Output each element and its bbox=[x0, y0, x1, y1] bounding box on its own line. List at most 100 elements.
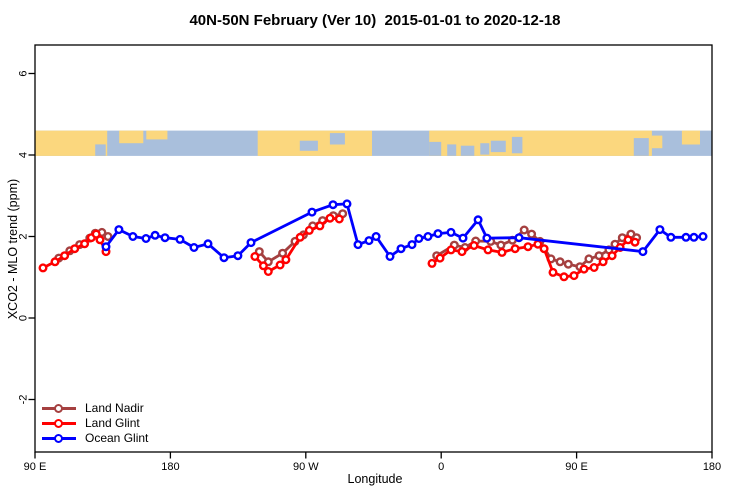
series-ocean-glint bbox=[101, 199, 708, 263]
data-point bbox=[483, 245, 493, 255]
data-point bbox=[189, 242, 199, 252]
data-point bbox=[70, 244, 80, 254]
data-point bbox=[80, 239, 90, 249]
data-point bbox=[364, 236, 374, 246]
data-point bbox=[281, 255, 291, 265]
data-point bbox=[95, 235, 105, 245]
data-point bbox=[334, 214, 344, 224]
data-point bbox=[423, 231, 433, 241]
data-point bbox=[114, 225, 124, 235]
svg-text:90 E: 90 E bbox=[24, 461, 47, 473]
data-point bbox=[219, 253, 229, 263]
svg-text:4: 4 bbox=[18, 152, 30, 158]
svg-text:0: 0 bbox=[18, 315, 30, 321]
data-point bbox=[407, 240, 417, 250]
data-point bbox=[446, 227, 456, 237]
data-point bbox=[371, 231, 381, 241]
data-point bbox=[519, 225, 529, 235]
data-point bbox=[325, 213, 335, 223]
svg-text:2: 2 bbox=[18, 233, 30, 239]
data-point bbox=[655, 225, 665, 235]
data-point bbox=[514, 233, 524, 243]
data-point bbox=[295, 232, 305, 242]
data-point bbox=[315, 221, 325, 231]
legend-label: Land Glint bbox=[85, 416, 140, 430]
data-point bbox=[233, 251, 243, 261]
data-point bbox=[446, 245, 456, 255]
x-axis-label: Longitude bbox=[347, 472, 403, 486]
data-point bbox=[275, 260, 285, 270]
plot-border bbox=[34, 44, 713, 453]
legend-item-land-glint: Land Glint bbox=[42, 416, 148, 431]
data-point bbox=[589, 263, 599, 273]
data-point bbox=[38, 263, 48, 273]
data-point bbox=[559, 272, 569, 282]
data-point bbox=[630, 237, 640, 247]
data-point bbox=[689, 232, 699, 242]
data-point bbox=[150, 230, 160, 240]
data-point bbox=[473, 215, 483, 225]
data-point bbox=[427, 258, 437, 268]
data-point bbox=[128, 231, 138, 241]
data-point bbox=[278, 248, 288, 258]
data-point bbox=[433, 229, 443, 239]
svg-text:180: 180 bbox=[161, 461, 179, 473]
data-point bbox=[246, 238, 256, 248]
data-point bbox=[527, 229, 537, 239]
svg-text:0: 0 bbox=[438, 461, 444, 473]
data-point bbox=[60, 251, 70, 261]
svg-text:6: 6 bbox=[18, 70, 30, 76]
data-point bbox=[457, 247, 467, 257]
data-point bbox=[160, 233, 170, 243]
svg-text:90 W: 90 W bbox=[293, 461, 319, 473]
data-point bbox=[539, 244, 549, 254]
svg-text:90 E: 90 E bbox=[565, 461, 588, 473]
y-axis-ticks: -2 0 2 4 6 bbox=[18, 70, 35, 405]
data-point bbox=[482, 233, 492, 243]
data-point bbox=[666, 232, 676, 242]
data-point bbox=[497, 247, 507, 257]
data-point bbox=[307, 207, 317, 217]
data-point bbox=[203, 239, 213, 249]
data-point bbox=[385, 251, 395, 261]
data-point bbox=[103, 231, 113, 241]
legend-item-land-nadir: Land Nadir bbox=[42, 401, 148, 416]
data-point bbox=[584, 254, 594, 264]
data-point bbox=[555, 257, 565, 267]
data-point bbox=[579, 264, 589, 274]
data-point bbox=[698, 231, 708, 241]
data-point bbox=[598, 257, 608, 267]
data-point bbox=[141, 233, 151, 243]
data-point bbox=[594, 251, 604, 261]
data-point bbox=[496, 240, 506, 250]
legend-marker-ocean-glint bbox=[42, 433, 76, 443]
data-point bbox=[623, 235, 633, 245]
svg-text:180: 180 bbox=[703, 461, 721, 473]
legend-item-ocean-glint: Ocean Glint bbox=[42, 431, 148, 446]
series-land-glint bbox=[38, 213, 640, 282]
data-point bbox=[396, 244, 406, 254]
legend-label: Ocean Glint bbox=[85, 431, 149, 445]
svg-text:-2: -2 bbox=[18, 395, 30, 405]
data-point bbox=[435, 253, 445, 263]
data-point bbox=[101, 242, 111, 252]
data-point bbox=[510, 244, 520, 254]
chart-title: 40N-50N February (Ver 10) 2015-01-01 to … bbox=[189, 12, 561, 29]
data-point bbox=[458, 233, 468, 243]
legend-marker-land-nadir bbox=[42, 403, 76, 413]
data-point bbox=[175, 234, 185, 244]
data-point bbox=[681, 232, 691, 242]
legend-label: Land Nadir bbox=[85, 401, 144, 415]
legend: Land Nadir Land Glint Ocean Glint bbox=[42, 401, 148, 446]
data-point bbox=[469, 240, 479, 250]
legend-marker-land-glint bbox=[42, 418, 76, 428]
data-point bbox=[563, 259, 573, 269]
data-point bbox=[50, 257, 60, 267]
x-axis-ticks: 90 E 180 90 W 0 90 E 180 bbox=[24, 452, 721, 473]
data-point bbox=[638, 247, 648, 257]
data-point bbox=[353, 240, 363, 250]
data-point bbox=[548, 267, 558, 277]
data-point bbox=[607, 251, 617, 261]
data-point bbox=[342, 199, 352, 209]
